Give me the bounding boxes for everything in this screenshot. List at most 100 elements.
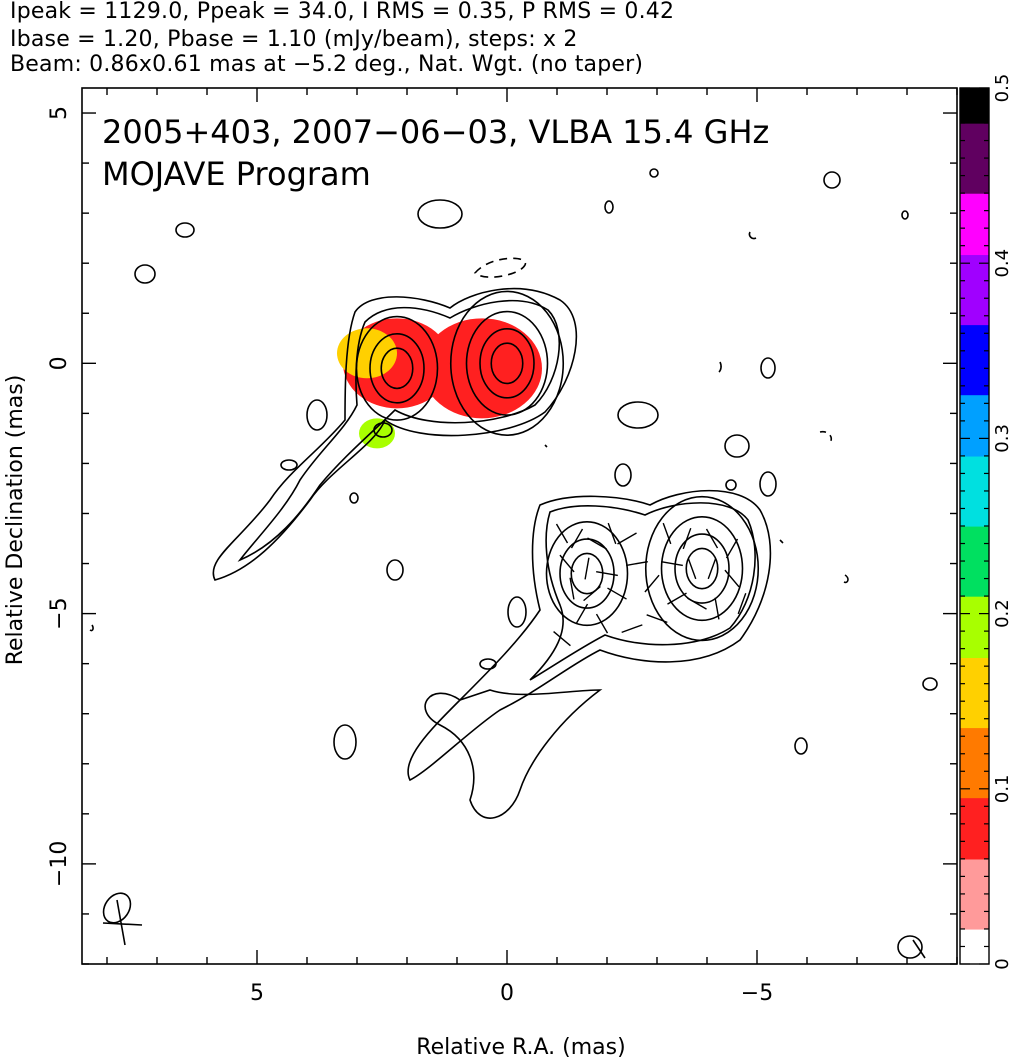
colorbar-swatch xyxy=(960,140,989,150)
noise-blob xyxy=(134,264,156,284)
y-tick-label: 0 xyxy=(47,356,72,370)
noise-contour xyxy=(544,444,548,448)
stokes-i-contour xyxy=(369,333,425,404)
colorbar-swatch xyxy=(960,482,989,492)
y-tick-label: 5 xyxy=(47,106,72,120)
evpa-vector xyxy=(617,532,637,545)
colorbar-swatch xyxy=(960,561,989,571)
evpa-vector xyxy=(626,560,648,567)
stokes-i-contour xyxy=(570,552,604,595)
colorbar-swatch xyxy=(960,377,989,387)
stokes-i-contour xyxy=(355,315,439,421)
colorbar-swatch xyxy=(960,858,989,869)
colorbar-swatch xyxy=(960,201,989,212)
colorbar-swatch xyxy=(960,245,989,256)
x-tick-label: −5 xyxy=(741,981,773,1006)
colorbar-swatch xyxy=(960,368,989,378)
negative-contour xyxy=(819,430,832,445)
colorbar-swatch xyxy=(960,315,989,326)
colorbar-swatch xyxy=(960,745,989,755)
colorbar-swatch xyxy=(960,736,989,746)
evpa-vector xyxy=(607,522,617,545)
evpa-vector xyxy=(584,557,590,580)
stokes-i-contour xyxy=(490,342,524,385)
upper-mid-contour xyxy=(237,299,561,562)
header-line-2: Ibase = 1.20, Pbase = 1.10 (mJy/beam), s… xyxy=(10,27,578,52)
colorbar-swatch xyxy=(960,219,989,229)
colorbar-swatch xyxy=(960,236,989,247)
colorbar-swatch xyxy=(960,123,989,133)
colorbar-swatch xyxy=(960,902,989,913)
evpa-vector xyxy=(553,631,571,647)
noise-blob xyxy=(479,658,497,670)
y-tick-label: −5 xyxy=(47,597,72,629)
noise-blob xyxy=(507,596,527,628)
colorbar-swatch xyxy=(960,385,989,396)
x-axis-label: Relative R.A. (mas) xyxy=(416,1035,625,1060)
colorbar-swatch xyxy=(960,955,989,965)
evpa-vector xyxy=(724,569,740,588)
y-axis-label: Relative Declination (mas) xyxy=(3,375,28,666)
evpa-vector xyxy=(646,614,668,624)
x-tick-label: 5 xyxy=(250,981,264,1006)
colorbar-swatch xyxy=(960,254,989,264)
colorbar-swatch xyxy=(960,105,989,115)
noise-blob xyxy=(614,463,632,487)
colorbar-tick-label: 0 xyxy=(992,958,1013,969)
chart-title: 2005+403, 2007−06−03, VLBA 15.4 GHz xyxy=(102,113,769,151)
evpa-vector xyxy=(559,554,575,573)
colorbar-swatch xyxy=(960,727,989,737)
colorbar-swatch xyxy=(960,534,989,545)
colorbar-swatch xyxy=(960,298,989,308)
noise-contour xyxy=(748,231,757,240)
evpa-vector xyxy=(621,624,643,634)
lower-mid-contour xyxy=(529,502,756,681)
colorbar-swatch xyxy=(960,447,989,457)
stokes-i-contour xyxy=(660,515,744,622)
colorbar-swatch xyxy=(960,149,989,159)
evpa-vector xyxy=(607,587,627,600)
noise-blob xyxy=(417,199,463,229)
noise-blob xyxy=(333,724,357,760)
evpa-vector xyxy=(687,557,697,580)
colorbar-swatch xyxy=(960,832,989,842)
noise-blob xyxy=(604,200,614,214)
colorbar-swatch xyxy=(960,596,989,606)
colorbar-swatch xyxy=(960,709,989,720)
noise-blob xyxy=(760,357,776,379)
evpa-vector xyxy=(661,560,683,567)
evpa-vector xyxy=(737,593,747,615)
noise-contour xyxy=(779,539,784,544)
noise-blob xyxy=(649,168,659,178)
colorbar-swatch xyxy=(960,876,989,886)
noise-blob xyxy=(175,222,195,238)
evpa-vector xyxy=(596,570,618,577)
colorbar-swatch xyxy=(960,771,989,781)
colorbar-swatch xyxy=(960,193,989,203)
stokes-i-contour xyxy=(465,310,549,416)
colorbar-swatch xyxy=(960,920,989,930)
colorbar-tick-label: 0.2 xyxy=(992,599,1013,628)
negative-contour xyxy=(473,257,526,278)
noise-blob xyxy=(922,677,938,691)
colorbar-swatch xyxy=(960,666,989,676)
evpa-vector xyxy=(682,527,692,550)
colorbar-swatch xyxy=(960,893,989,904)
colorbar-swatch xyxy=(960,350,989,361)
evpa-vector xyxy=(667,592,687,605)
evpa-vector xyxy=(714,597,720,620)
colorbar-swatch xyxy=(960,850,989,860)
colorbar-swatch xyxy=(960,657,989,667)
colorbar-swatch xyxy=(960,359,989,369)
colorbar-swatch xyxy=(960,499,989,510)
colorbar-swatch xyxy=(960,490,989,501)
evpa-vector xyxy=(570,528,584,549)
colorbar-swatch xyxy=(960,307,989,317)
x-tick-label: 0 xyxy=(500,981,514,1006)
colorbar-swatch xyxy=(960,631,989,641)
evpa-vector xyxy=(707,557,717,580)
colorbar-swatch xyxy=(960,552,989,562)
evpa-vector xyxy=(569,577,575,600)
colorbar-swatch xyxy=(960,333,989,343)
noise-blob xyxy=(280,459,298,471)
